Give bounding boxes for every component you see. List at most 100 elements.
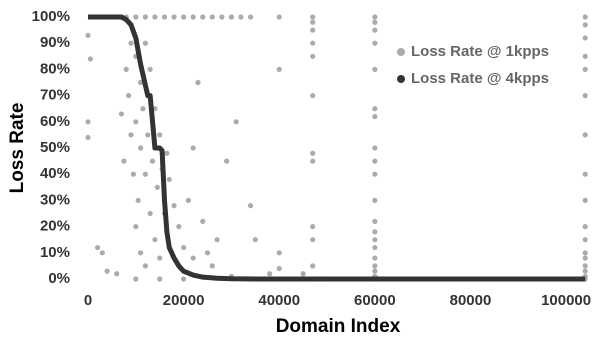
scatter-point	[133, 224, 139, 230]
scatter-point	[372, 66, 378, 72]
scatter-point	[372, 14, 378, 20]
scatter-point	[190, 255, 196, 261]
scatter-point	[372, 255, 378, 261]
scatter-point	[154, 184, 160, 190]
scatter-point	[181, 14, 187, 20]
y-tick-label: 40%	[40, 165, 70, 182]
scatter-point	[252, 237, 258, 243]
scatter-point	[126, 93, 132, 99]
scatter-point	[157, 132, 163, 138]
scatter-point	[372, 113, 378, 120]
x-tick-label: 80000	[450, 292, 492, 309]
scatter-point	[372, 197, 378, 203]
scatter-point	[582, 66, 588, 72]
scatter-point	[85, 134, 91, 141]
scatter-point	[137, 145, 144, 151]
scatter-point	[149, 158, 156, 164]
scatter-point	[310, 158, 316, 164]
scatter-point	[128, 40, 134, 46]
scatter-point	[130, 171, 137, 177]
scatter-point	[276, 66, 282, 72]
scatter-point	[195, 79, 201, 86]
y-tick-label: 10%	[40, 244, 70, 261]
scatter-point	[310, 237, 316, 243]
scatter-point	[209, 14, 215, 20]
scatter-point	[310, 224, 316, 230]
scatter-point	[372, 27, 378, 33]
legend-label: Loss Rate @ 4kpps	[411, 70, 549, 87]
scatter-point	[85, 32, 91, 38]
scatter-point	[94, 244, 101, 251]
scatter-point	[247, 203, 254, 209]
scatter-point	[372, 158, 378, 164]
scatter-point	[582, 268, 588, 274]
scatter-point	[276, 14, 282, 20]
scatter-series	[85, 14, 588, 282]
y-tick-label: 20%	[40, 218, 70, 235]
scatter-point	[166, 176, 172, 183]
scatter-point	[582, 255, 588, 261]
scatter-point	[118, 111, 125, 117]
scatter-point	[185, 197, 191, 203]
scatter-point	[157, 255, 163, 261]
scatter-point	[123, 66, 129, 72]
x-tick-label: 0	[84, 292, 92, 309]
scatter-point	[582, 263, 588, 269]
scatter-point	[152, 14, 158, 20]
scatter-point	[190, 14, 196, 20]
scatter-point	[135, 197, 141, 203]
y-tick-label: 100%	[32, 8, 70, 25]
scatter-point	[87, 56, 93, 62]
scatter-point	[133, 119, 139, 125]
scatter-point	[372, 237, 378, 243]
scatter-point	[372, 218, 378, 224]
scatter-point	[582, 224, 588, 230]
scatter-point	[209, 263, 215, 269]
scatter-point	[310, 93, 316, 99]
scatter-point	[204, 250, 211, 256]
scatter-point	[85, 119, 91, 125]
y-tick-label: 0%	[48, 270, 70, 287]
legend-label: Loss Rate @ 1kpps	[411, 43, 549, 60]
y-tick-label: 90%	[40, 34, 70, 51]
scatter-point	[372, 40, 378, 46]
scatter-point	[161, 14, 168, 20]
scatter-point	[300, 271, 306, 277]
x-tick-label: 20000	[163, 292, 205, 309]
scatter-point	[214, 237, 220, 243]
scatter-point	[310, 27, 316, 33]
scatter-point	[582, 132, 588, 138]
scatter-point	[372, 106, 378, 112]
scatter-point	[582, 14, 588, 20]
y-tick-label: 70%	[40, 87, 70, 104]
scatter-point	[142, 40, 148, 46]
scatter-point	[142, 263, 148, 269]
scatter-point	[147, 210, 153, 217]
scatter-point	[181, 276, 187, 282]
scatter-point	[137, 250, 144, 256]
scatter-point	[247, 14, 254, 20]
scatter-point	[233, 119, 239, 125]
scatter-point	[582, 197, 588, 203]
y-tick-label: 80%	[40, 60, 70, 77]
scatter-point	[582, 250, 588, 256]
scatter-point	[372, 19, 378, 25]
scatter-point	[372, 244, 378, 251]
scatter-point	[140, 106, 146, 112]
x-tick-label: 60000	[354, 292, 396, 309]
scatter-point	[104, 268, 110, 274]
scatter-point	[152, 237, 158, 243]
scatter-point	[276, 265, 282, 272]
scatter-point	[171, 203, 177, 209]
line	[88, 14, 586, 282]
scatter-point	[200, 14, 206, 20]
scatter-point	[114, 271, 120, 277]
x-tick-label: 100000	[541, 292, 591, 309]
x-axis-title: Domain Index	[276, 316, 401, 337]
legend-marker	[397, 75, 405, 83]
x-tick-label: 40000	[258, 292, 300, 309]
scatter-point	[142, 171, 148, 177]
scatter-point	[142, 14, 148, 20]
scatter-point	[310, 53, 316, 59]
